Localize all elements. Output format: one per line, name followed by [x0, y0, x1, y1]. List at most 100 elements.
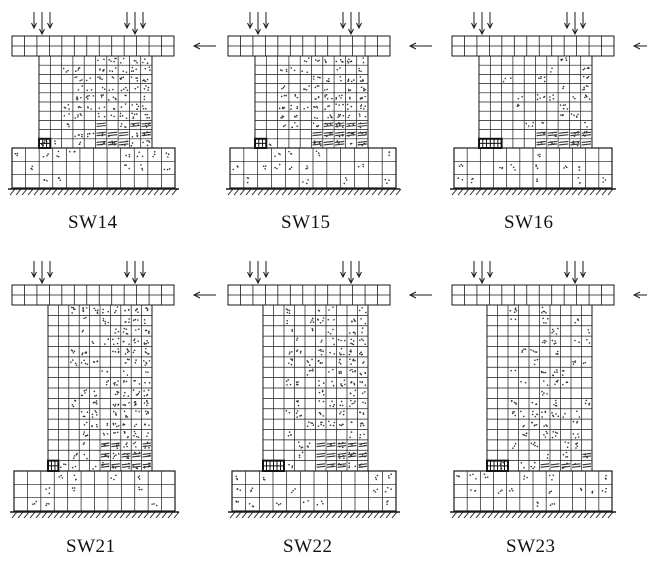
crack-mark	[146, 402, 149, 404]
crack-mark	[533, 363, 536, 366]
crack-mark	[147, 352, 150, 355]
crack-mark	[348, 58, 350, 61]
flexural-crack	[316, 463, 326, 466]
crack-mark	[330, 443, 332, 446]
crack-mark	[318, 380, 320, 382]
flexural-crack	[335, 140, 345, 143]
crack-mark	[296, 339, 298, 341]
crack-mark	[342, 103, 344, 106]
crack-mark	[135, 308, 138, 311]
crack-mark	[301, 451, 304, 454]
crack-mark	[362, 362, 364, 364]
crack-mark	[111, 142, 114, 144]
crack-mark	[322, 350, 324, 352]
crack-mark	[525, 122, 528, 125]
crack-mark	[551, 142, 553, 145]
crack-mark	[93, 307, 95, 310]
crack-mark	[133, 425, 136, 428]
crack-mark	[103, 434, 106, 436]
crack-mark	[126, 445, 128, 448]
crack-mark	[359, 436, 361, 439]
flexural-crack	[119, 131, 129, 134]
crack-mark	[541, 390, 543, 393]
crack-mark	[534, 359, 536, 362]
crack-mark	[341, 404, 344, 407]
crack-mark	[577, 433, 579, 435]
crack-mark	[530, 465, 533, 468]
crack-mark	[577, 436, 580, 438]
crack-mark	[144, 329, 147, 332]
crack-mark	[312, 370, 314, 372]
crack-mark	[72, 306, 75, 309]
flexural-crack	[358, 463, 368, 466]
crack-mark	[311, 319, 313, 321]
crack-mark	[343, 457, 345, 459]
crack-mark	[353, 331, 356, 334]
crack-mark	[340, 347, 343, 350]
crack-mark	[348, 353, 351, 356]
crack-mark	[364, 343, 366, 346]
crack-mark	[80, 106, 82, 109]
crack-mark	[350, 80, 353, 83]
crack-mark	[567, 442, 570, 444]
crack-mark	[584, 361, 587, 364]
crack-mark	[586, 95, 588, 98]
crack-mark	[359, 422, 362, 425]
crack-mark	[364, 88, 367, 91]
crack-mark	[146, 441, 149, 444]
crack-mark	[542, 310, 545, 313]
crack-mark	[325, 94, 328, 96]
crack-mark	[541, 394, 544, 396]
crack-mark	[66, 123, 69, 125]
flexural-crack	[132, 452, 141, 455]
crack-mark	[143, 394, 146, 397]
crack-mark	[126, 348, 128, 350]
crack-mark	[141, 61, 144, 64]
crack-mark	[144, 364, 147, 366]
crack-mark	[85, 307, 88, 309]
crack-mark	[86, 95, 89, 97]
crack-mark	[122, 70, 125, 73]
crack-mark	[545, 322, 547, 324]
crack-mark	[312, 424, 315, 426]
crack-mark	[303, 60, 306, 62]
crack-mark	[584, 402, 587, 405]
crack-mark	[317, 319, 319, 321]
crack-mark	[115, 328, 117, 331]
crack-mark	[117, 330, 120, 333]
crack-mark	[347, 62, 350, 64]
crack-mark	[136, 108, 138, 110]
crack-mark	[347, 78, 350, 81]
crack-mark	[294, 121, 296, 124]
crack-mark	[588, 342, 591, 344]
crack-mark	[351, 343, 354, 345]
panel-label-sw23: SW23	[506, 536, 556, 557]
crack-mark	[94, 410, 97, 412]
flexural-crack	[323, 140, 334, 143]
crack-mark	[146, 393, 149, 396]
crack-mark	[122, 404, 125, 406]
crack-mark	[564, 441, 567, 443]
crack-mark	[544, 410, 547, 413]
crack-mark	[306, 71, 309, 73]
crack-mark	[128, 467, 130, 469]
crack-mark	[322, 382, 325, 384]
crack-mark	[361, 381, 363, 384]
crack-mark	[74, 362, 77, 364]
crack-mark	[319, 321, 322, 324]
crack-mark	[311, 358, 313, 361]
crack-mark	[354, 369, 357, 372]
crack-mark	[551, 436, 554, 439]
crack-mark	[342, 413, 345, 416]
crack-mark	[102, 319, 105, 322]
crack-mark	[281, 87, 283, 90]
crack-mark	[313, 106, 315, 108]
crack-mark	[146, 117, 148, 119]
crack-mark	[318, 76, 321, 79]
crack-mark	[85, 421, 88, 424]
crack-mark	[312, 122, 315, 125]
crack-mark	[576, 318, 579, 321]
flexural-crack	[121, 463, 131, 466]
crack-mark	[102, 432, 105, 435]
crack-mark	[64, 463, 67, 466]
